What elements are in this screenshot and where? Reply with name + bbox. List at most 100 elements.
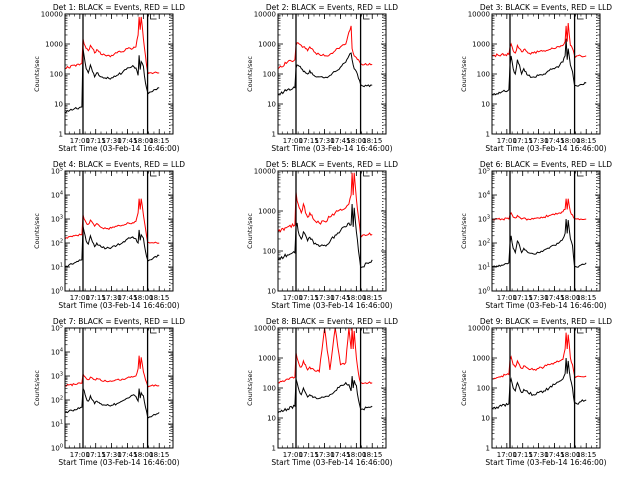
plot-frame — [64, 327, 174, 449]
x-axis-label: Start Time (03-Feb-14 16:46:00) — [58, 458, 179, 467]
panel-title: Det 7: BLACK = Events, RED = LLD — [53, 317, 185, 326]
y-tick-label: 10 — [481, 415, 490, 423]
detector-panel: 1 10 100 1000 10000 17:0017:1517:3017:4518:00… — [33, 3, 185, 153]
x-tick-label: 18:15 — [149, 294, 169, 302]
marker-flag — [363, 14, 370, 20]
panel-title: Det 4: BLACK = Events, RED = LLD — [53, 160, 185, 169]
x-axis-label: Start Time (03-Feb-14 16:46:00) — [271, 458, 392, 467]
x-tick-label: 18:00 — [560, 137, 580, 145]
panel-title: Det 8: BLACK = Events, RED = LLD — [266, 317, 398, 326]
y-axis-label: Counts/sec — [460, 213, 468, 249]
x-tick-label: 17:15 — [299, 294, 319, 302]
y-tick-label: 103 — [478, 215, 490, 224]
y-axis-label: Counts/sec — [33, 213, 41, 249]
y-tick-label: 1000 — [258, 355, 276, 363]
x-tick-label: 18:00 — [560, 451, 580, 459]
x-tick-label: 17:00 — [497, 294, 517, 302]
events-series-line — [278, 52, 373, 96]
y-tick-label: 10000 — [254, 325, 276, 333]
y-tick-label: 101 — [51, 263, 63, 272]
y-tick-label: 100 — [263, 248, 276, 256]
y-tick-label: 1000 — [472, 355, 490, 363]
x-tick-label: 18:15 — [362, 137, 382, 145]
y-tick-label: 105 — [51, 167, 63, 176]
panel-title: Det 3: BLACK = Events, RED = LLD — [480, 3, 612, 12]
x-tick-label: 17:45 — [330, 137, 350, 145]
y-tick-label: 10000 — [254, 11, 276, 19]
x-tick-label: 17:15 — [513, 294, 533, 302]
y-tick-label: 100 — [51, 287, 63, 296]
events-series-line — [65, 226, 160, 268]
events-series-line — [278, 203, 373, 268]
x-tick-label: 17:30 — [314, 294, 334, 302]
panel-title: Det 2: BLACK = Events, RED = LLD — [266, 3, 398, 12]
x-tick-label: 18:15 — [576, 294, 596, 302]
x-tick-label: 17:30 — [314, 137, 334, 145]
y-tick-label: 10000 — [468, 11, 490, 19]
x-tick-label: 17:15 — [299, 137, 319, 145]
y-tick-label: 1000 — [45, 41, 63, 49]
detector-panel: 10010110210310410517:0017:1517:3017:4518… — [460, 160, 612, 310]
y-tick-label: 100 — [263, 385, 276, 393]
x-tick-label: 18:00 — [346, 137, 366, 145]
y-axis-label: Counts/sec — [246, 213, 254, 249]
x-tick-label: 17:30 — [528, 137, 548, 145]
y-tick-label: 1 — [59, 131, 63, 139]
events-series-line — [65, 48, 160, 114]
x-tick-label: 17:15 — [299, 451, 319, 459]
y-tick-label: 10 — [54, 101, 63, 109]
detector-panel: 10 100 1000 10000 17:0017:1517:3017:4518:001… — [246, 160, 398, 310]
x-tick-label: 17:00 — [497, 451, 517, 459]
y-tick-label: 1 — [272, 131, 276, 139]
detector-panel: 10010110210310410517:0017:1517:3017:4518… — [33, 317, 185, 467]
marker-flag — [363, 328, 370, 334]
detector-panel: 10010110210310410517:0017:1517:3017:4518… — [33, 160, 185, 310]
lld-series-line — [492, 198, 587, 221]
x-tick-label: 18:00 — [346, 294, 366, 302]
x-tick-label: 17:45 — [330, 451, 350, 459]
x-tick-label: 17:00 — [497, 137, 517, 145]
y-axis-label: Counts/sec — [33, 370, 41, 406]
plot-frame — [277, 327, 387, 449]
y-tick-label: 100 — [478, 287, 490, 296]
lld-series-line — [278, 25, 373, 70]
plot-frame — [64, 170, 174, 292]
panel-title: Det 1: BLACK = Events, RED = LLD — [53, 3, 185, 12]
events-series-line — [278, 376, 373, 414]
marker-flag — [150, 328, 157, 334]
y-tick-label: 101 — [51, 420, 63, 429]
x-tick-label: 17:30 — [101, 137, 121, 145]
x-tick-label: 18:00 — [133, 137, 153, 145]
x-tick-label: 17:45 — [330, 294, 350, 302]
y-tick-label: 104 — [478, 191, 490, 200]
x-tick-label: 18:15 — [362, 451, 382, 459]
y-tick-label: 102 — [478, 239, 490, 248]
x-tick-label: 17:45 — [544, 451, 564, 459]
y-tick-label: 10000 — [41, 11, 63, 19]
x-tick-label: 17:00 — [70, 294, 90, 302]
x-tick-label: 18:00 — [133, 294, 153, 302]
x-tick-label: 17:15 — [86, 451, 106, 459]
y-axis-label: Counts/sec — [460, 370, 468, 406]
y-tick-label: 1 — [486, 131, 490, 139]
y-tick-label: 1000 — [472, 41, 490, 49]
x-tick-label: 17:45 — [544, 137, 564, 145]
x-tick-label: 18:00 — [133, 451, 153, 459]
lld-series-line — [278, 172, 373, 238]
x-axis-label: Start Time (03-Feb-14 16:46:00) — [271, 301, 392, 310]
lld-series-line — [65, 355, 160, 388]
y-tick-label: 1 — [486, 445, 490, 453]
y-axis-label: Counts/sec — [33, 56, 41, 92]
x-axis-label: Start Time (03-Feb-14 16:46:00) — [485, 301, 606, 310]
x-tick-label: 17:00 — [70, 137, 90, 145]
y-tick-label: 100 — [51, 444, 63, 453]
detector-panel: 1 10 100 1000 10000 17:0017:1517:3017:4518:00… — [460, 317, 612, 467]
marker-flag — [577, 14, 584, 20]
x-axis-label: Start Time (03-Feb-14 16:46:00) — [485, 144, 606, 153]
x-tick-label: 17:15 — [86, 294, 106, 302]
x-tick-label: 17:30 — [528, 294, 548, 302]
y-tick-label: 100 — [477, 385, 490, 393]
events-series-line — [492, 38, 587, 96]
detector-panel: 1 10 100 1000 10000 17:0017:1517:3017:4518:00… — [246, 3, 398, 153]
